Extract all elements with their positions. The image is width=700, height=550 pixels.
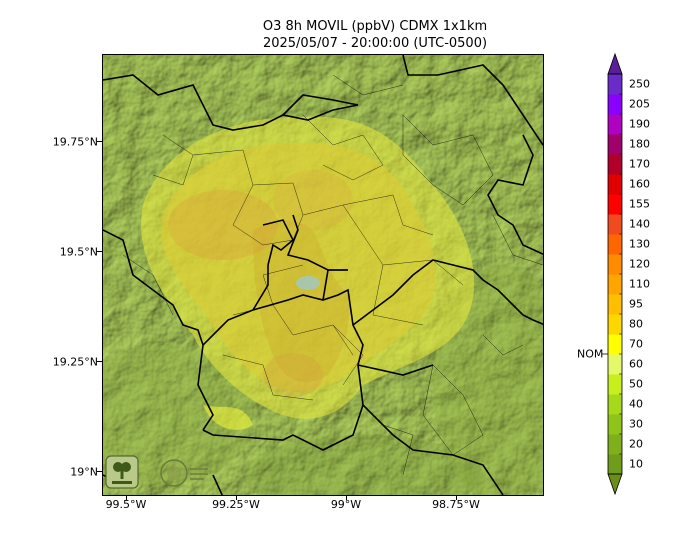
colorbar-label: 70	[629, 337, 643, 351]
lat-tick	[97, 471, 102, 472]
lat-tick	[97, 141, 102, 142]
lat-label: 19.25°N	[52, 355, 98, 369]
colorbar-segment	[608, 134, 622, 155]
colorbar-segment	[608, 354, 622, 375]
colorbar-segment	[608, 374, 622, 395]
lon-label: 99.25°W	[212, 498, 260, 511]
colorbar-segment	[608, 254, 622, 275]
ozone-concentration-layer	[141, 116, 475, 430]
ozone-map	[102, 54, 544, 496]
lon-tick	[126, 496, 127, 500]
lat-label: 19°N	[70, 465, 98, 479]
colorbar-segment	[608, 174, 622, 195]
lon-label: 98.75°W	[432, 498, 480, 511]
colorbar-label: 190	[629, 117, 650, 131]
lon-label: 99°W	[330, 498, 362, 511]
lat-label: 19.5°N	[59, 245, 98, 259]
colorbar-label: 20	[629, 437, 643, 451]
colorbar-label: 120	[629, 257, 650, 271]
lon-tick	[456, 496, 457, 500]
lon-tick	[346, 496, 347, 500]
colorbar-segment	[608, 234, 622, 255]
lon-label: 99.5°W	[105, 498, 147, 511]
sedema-logo	[105, 455, 139, 489]
colorbar-segment	[608, 114, 622, 135]
colorbar-segment	[608, 214, 622, 235]
map-timestamp: 2025/05/07 - 20:00:00 (UTC-0500)	[262, 36, 488, 51]
colorbar-label: 180	[629, 137, 650, 151]
colorbar-segment	[608, 74, 622, 95]
lon-tick	[236, 496, 237, 500]
colorbar-segment	[608, 94, 622, 115]
colorbar-label: 95	[629, 297, 643, 311]
colorbar-segment	[608, 294, 622, 315]
lat-tick	[97, 361, 102, 362]
lat-label: 19.75°N	[52, 135, 98, 149]
colorbar-label: 155	[629, 197, 650, 211]
colorbar-label: 30	[629, 417, 643, 431]
colorbar-label: 250	[629, 77, 650, 91]
colorbar-label: 50	[629, 377, 643, 391]
colorbar-segment	[608, 454, 622, 475]
municipal-boundaries	[122, 74, 543, 476]
colorbar-max-extension	[607, 52, 623, 75]
colorbar-label: 130	[629, 237, 650, 251]
colorbar-segment	[608, 194, 622, 215]
colorbar-segment	[608, 394, 622, 415]
nom-label: NOM	[577, 347, 604, 361]
colorbar-segment	[608, 434, 622, 455]
colorbar-label: 10	[629, 457, 643, 471]
colorbar-label: 80	[629, 317, 643, 331]
colorbar-label: 170	[629, 157, 650, 171]
colorbar-label: 40	[629, 397, 643, 411]
colorbar-segment	[608, 274, 622, 295]
cdmx-logo	[158, 456, 210, 490]
colorbar-label: 205	[629, 97, 650, 111]
map-title: O3 8h MOVIL (ppbV) CDMX 1x1km	[262, 19, 488, 34]
colorbar-segment	[608, 154, 622, 175]
colorbar-segment	[608, 414, 622, 435]
colorbar-label: 140	[629, 217, 650, 231]
lat-tick	[97, 251, 102, 252]
colorbar	[602, 52, 623, 496]
colorbar-segment	[608, 314, 622, 335]
colorbar-label: 160	[629, 177, 650, 191]
colorbar-label: 110	[629, 277, 650, 291]
colorbar-segment	[608, 334, 622, 355]
colorbar-label: 60	[629, 357, 643, 371]
state-boundaries	[103, 55, 543, 495]
colorbar-min-extension	[607, 473, 623, 496]
